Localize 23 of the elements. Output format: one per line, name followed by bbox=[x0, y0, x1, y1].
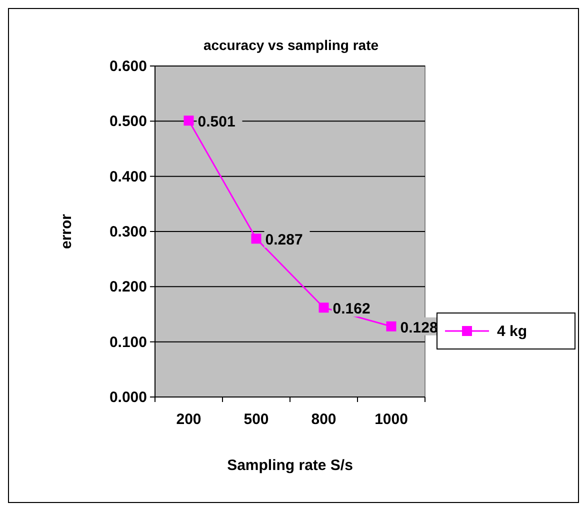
x-tick-label: 500 bbox=[244, 411, 269, 428]
y-tick-label: 0.500 bbox=[109, 113, 147, 130]
data-label: 0.162 bbox=[332, 300, 370, 318]
point bbox=[184, 116, 194, 126]
y-tick-label: 0.300 bbox=[109, 224, 147, 240]
chart-title: accuracy vs sampling rate bbox=[203, 37, 379, 53]
point bbox=[318, 302, 329, 313]
point bbox=[386, 321, 396, 332]
data-label: 0.287 bbox=[265, 232, 303, 249]
y-tick-label: 0.100 bbox=[109, 334, 147, 351]
y-tick-label: 0.400 bbox=[109, 168, 147, 186]
x-tick-label: 1000 bbox=[374, 411, 408, 428]
y-tick-label: 0.200 bbox=[109, 278, 147, 296]
x-tick-label: 200 bbox=[176, 411, 202, 428]
data-label: 0.501 bbox=[198, 114, 236, 131]
x-tick-label: 800 bbox=[311, 411, 336, 428]
data-label: 0.128 bbox=[400, 319, 438, 336]
y-tick-label: 0.000 bbox=[109, 389, 147, 406]
point bbox=[251, 234, 262, 244]
y-tick-label: 0.600 bbox=[109, 58, 147, 75]
x-axis-title: Sampling rate S/s bbox=[227, 457, 353, 474]
legend-label: 4 kg bbox=[497, 323, 528, 340]
y-axis-title: error bbox=[58, 214, 75, 250]
